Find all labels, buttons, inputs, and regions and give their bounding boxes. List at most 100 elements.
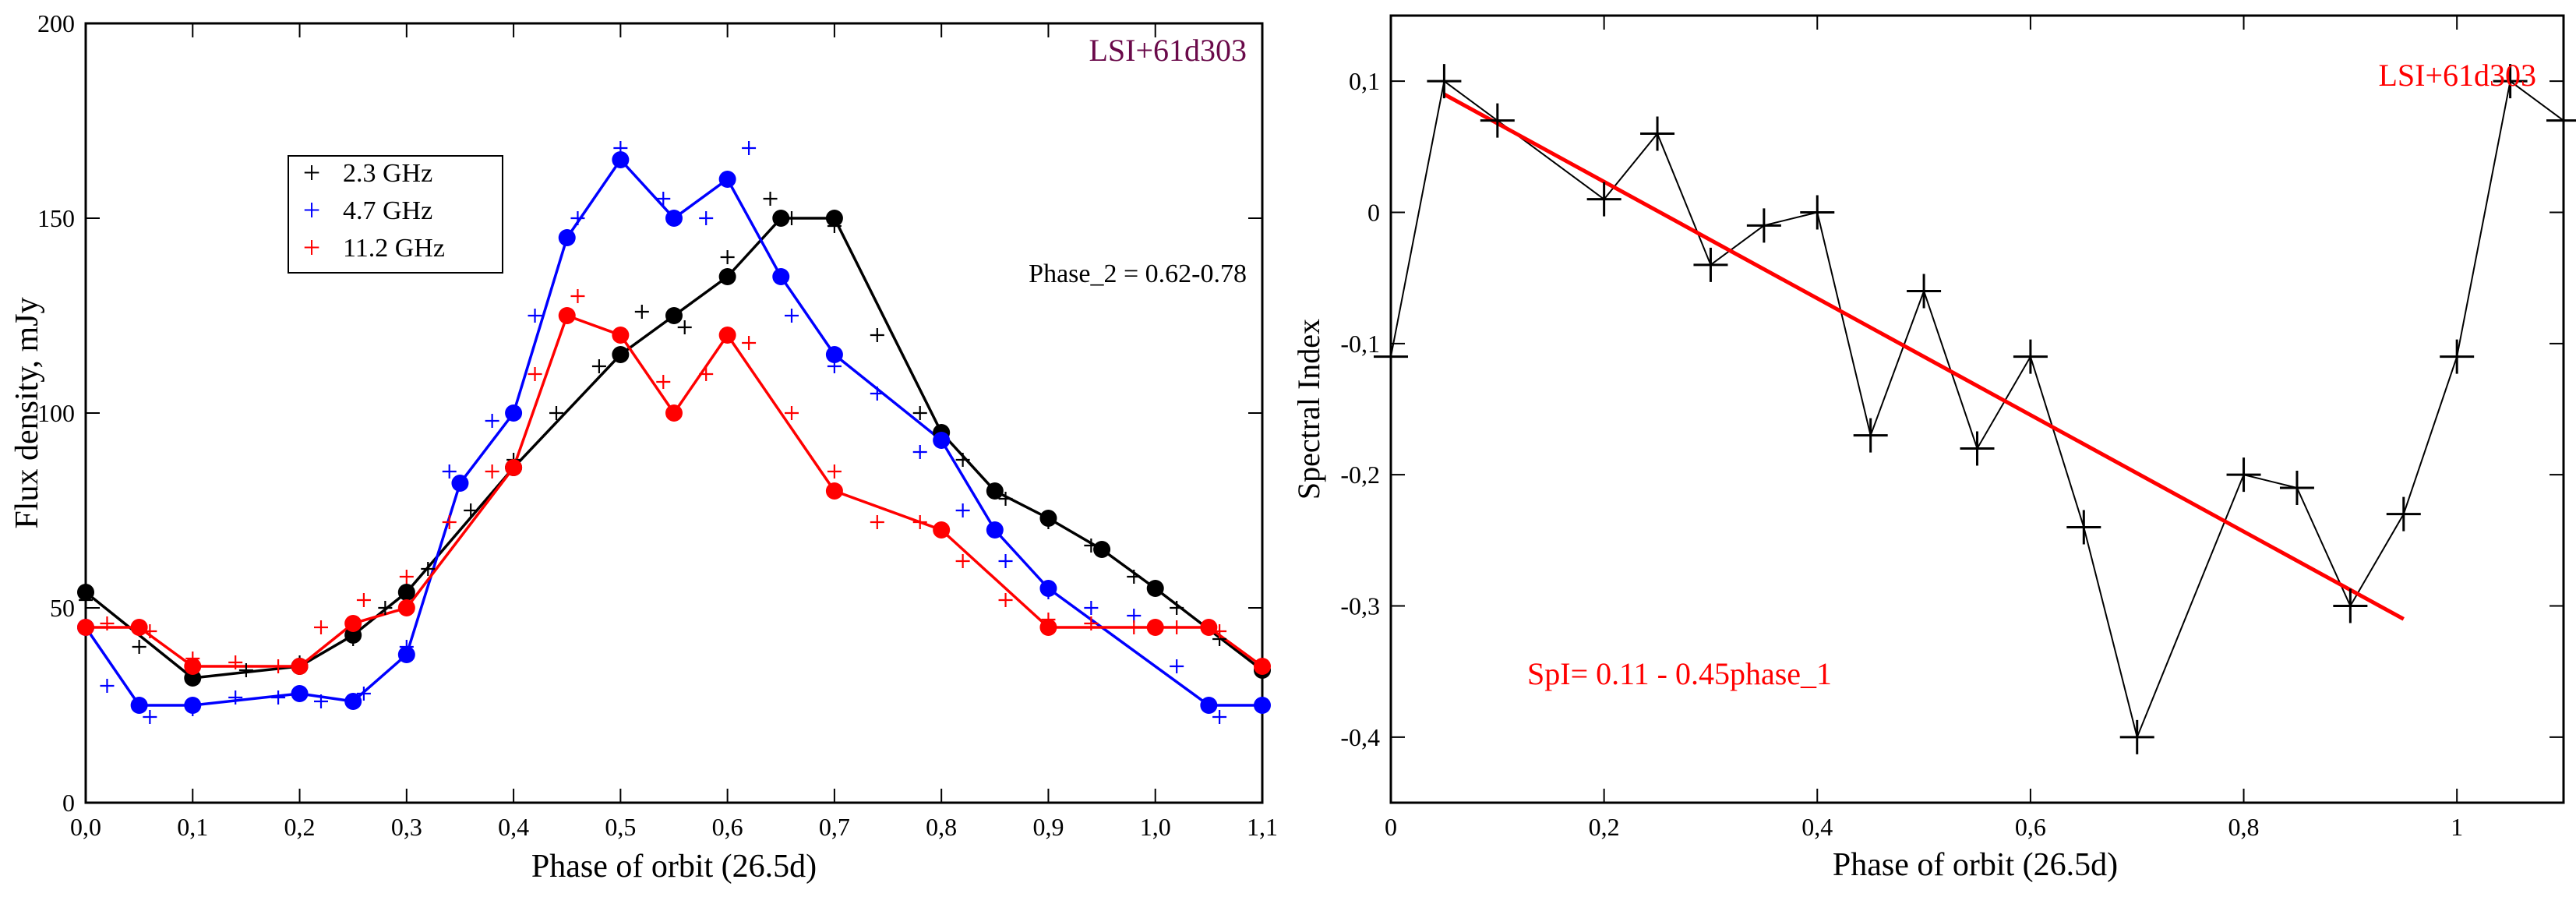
data-point-4-7-ghz xyxy=(130,697,148,714)
data-point-4-7-ghz xyxy=(772,268,790,285)
spectral-index-point xyxy=(2013,339,2048,374)
x-tick-label: 0,2 xyxy=(284,813,316,841)
raw-point-11-2-ghz xyxy=(827,464,842,479)
spectral-index-point xyxy=(2333,588,2368,623)
data-point-2-3-ghz xyxy=(1093,541,1111,558)
data-point-2-3-ghz xyxy=(772,210,790,227)
raw-point-11-2-ghz xyxy=(1084,616,1099,630)
flux-chart-title: LSI+61d303 xyxy=(1089,33,1247,68)
spectral-index-point xyxy=(2119,719,2154,754)
data-point-4-7-ghz xyxy=(291,685,309,702)
data-point-4-7-ghz xyxy=(558,229,576,246)
linear-fit-line xyxy=(1443,92,2405,621)
legend-marker-4-7ghz: + xyxy=(303,192,321,228)
x-tick-label: 0,2 xyxy=(1589,813,1620,841)
raw-point-4-7-ghz xyxy=(912,445,927,459)
data-point-2-3-ghz xyxy=(397,584,415,601)
spectral-index-point xyxy=(1800,195,1835,230)
spectral-index-point xyxy=(2386,496,2421,531)
spectral-index-point xyxy=(2440,339,2475,374)
data-point-2-3-ghz xyxy=(612,346,630,363)
spectral-index-point xyxy=(2226,457,2261,493)
legend-label-11-2ghz: 11.2 GHz xyxy=(343,234,445,263)
flux-legend-box xyxy=(288,155,503,274)
raw-point-4-7-ghz xyxy=(1084,601,1099,615)
legend-label-4-7ghz: 4.7 GHz xyxy=(343,196,432,225)
spectral-axis-ticks: 0 0,2 0,4 0,6 0,8 1 -0,4 -0,3 -0,2 -0,1 0 0,1 xyxy=(1340,16,2564,841)
data-point-4-7-ghz xyxy=(612,151,630,168)
legend-marker-11-2ghz: + xyxy=(303,230,321,265)
raw-point-11-2-ghz xyxy=(912,515,927,529)
data-point-11-2-ghz xyxy=(1146,619,1164,636)
raw-point-4-7-ghz xyxy=(1212,710,1227,724)
data-point-4-7-ghz xyxy=(397,646,415,663)
raw-point-11-2-ghz xyxy=(485,464,499,479)
spectral-index-point xyxy=(1480,103,1515,138)
raw-point-4-7-ghz xyxy=(785,309,799,323)
y-tick-label: -0,2 xyxy=(1340,461,1380,489)
x-tick-label: 0 xyxy=(1385,813,1397,841)
x-tick-label: 0,6 xyxy=(712,813,743,841)
spectral-index-point xyxy=(1374,339,1408,374)
raw-point-4-7-ghz xyxy=(699,211,714,225)
spectral-chart-title: LSI+61d303 xyxy=(2378,58,2536,93)
spectral-index-point xyxy=(2066,510,2101,545)
x-tick-label: 0,4 xyxy=(498,813,529,841)
flux-series-markers xyxy=(77,151,1271,714)
y-tick-label: 0,1 xyxy=(1349,67,1380,95)
raw-point-4-7-ghz xyxy=(485,414,499,428)
data-point-11-2-ghz xyxy=(505,459,523,476)
data-point-4-7-ghz xyxy=(505,404,523,422)
raw-point-4-7-ghz xyxy=(998,554,1013,568)
legend-label-2-3ghz: 2.3 GHz xyxy=(343,159,432,188)
raw-point-4-7-ghz xyxy=(442,464,457,479)
raw-point-2-3-ghz xyxy=(421,562,436,576)
x-tick-label: 0,6 xyxy=(2015,813,2046,841)
x-tick-label: 0,1 xyxy=(177,813,208,841)
data-point-2-3-ghz xyxy=(986,482,1004,500)
raw-point-4-7-ghz xyxy=(100,679,115,693)
raw-point-2-3-ghz xyxy=(1127,570,1142,584)
data-point-2-3-ghz xyxy=(825,210,843,227)
raw-point-11-2-ghz xyxy=(870,515,884,529)
raw-point-11-2-ghz xyxy=(528,367,542,381)
data-point-11-2-ghz xyxy=(344,615,362,632)
raw-point-11-2-ghz xyxy=(699,367,714,381)
y-tick-label: 0 xyxy=(62,789,75,817)
raw-point-4-7-ghz xyxy=(570,211,585,225)
y-tick-label: -0,1 xyxy=(1340,330,1380,358)
x-tick-label: 1,1 xyxy=(1247,813,1278,841)
data-point-11-2-ghz xyxy=(184,658,202,675)
raw-point-11-2-ghz xyxy=(314,620,328,634)
data-point-11-2-ghz xyxy=(558,307,576,324)
x-tick-label: 1 xyxy=(2451,813,2463,841)
raw-point-4-7-ghz xyxy=(143,710,157,724)
raw-point-11-2-ghz xyxy=(656,375,671,389)
x-tick-label: 0,8 xyxy=(926,813,957,841)
raw-point-4-7-ghz xyxy=(955,503,970,517)
raw-point-2-3-ghz xyxy=(132,640,146,654)
data-point-11-2-ghz xyxy=(933,521,951,539)
spectral-index-point xyxy=(1693,247,1728,282)
raw-point-2-3-ghz xyxy=(549,406,563,420)
data-point-4-7-ghz xyxy=(1039,580,1057,597)
x-tick-label: 1,0 xyxy=(1140,813,1171,841)
y-tick-label: 50 xyxy=(50,594,75,622)
raw-point-4-7-ghz xyxy=(228,690,243,705)
data-point-11-2-ghz xyxy=(1039,619,1057,636)
spectral-index-chart: 0 0,2 0,4 0,6 0,8 1 -0,4 -0,3 -0,2 -0,1 0 0,1 LSI+6… xyxy=(1291,14,2576,883)
data-point-11-2-ghz xyxy=(612,327,630,344)
x-tick-label: 0,5 xyxy=(605,813,636,841)
raw-point-4-7-ghz xyxy=(1170,659,1184,673)
raw-point-11-2-ghz xyxy=(785,406,799,420)
data-point-11-2-ghz xyxy=(718,327,736,344)
data-point-4-7-ghz xyxy=(665,210,683,227)
raw-point-2-3-ghz xyxy=(378,601,393,615)
spectral-index-point xyxy=(1907,274,1942,309)
data-point-2-3-ghz xyxy=(1039,510,1057,527)
raw-point-2-3-ghz xyxy=(763,192,778,206)
raw-point-4-7-ghz xyxy=(271,690,286,705)
data-point-2-3-ghz xyxy=(77,584,94,601)
data-point-4-7-ghz xyxy=(933,432,951,449)
